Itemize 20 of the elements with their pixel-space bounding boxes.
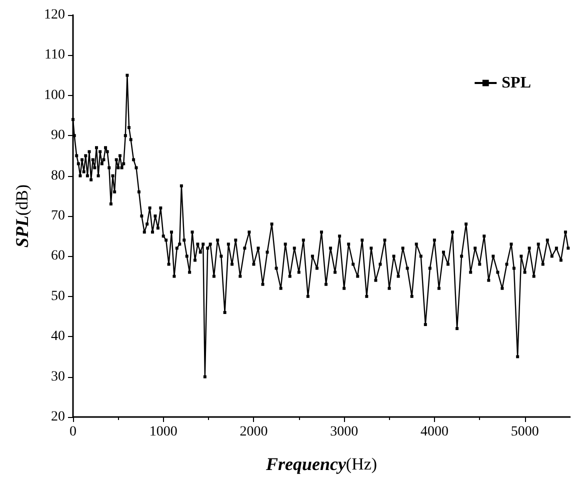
y-tick-label: 40: [51, 329, 65, 344]
y-tick-label: 100: [44, 88, 65, 103]
x-tick-label: 1000: [149, 424, 178, 440]
y-tick-label: 30: [51, 369, 65, 384]
y-tick-label: 60: [51, 248, 65, 264]
x-tick-label: 2000: [240, 424, 268, 440]
y-axis-title: SPL(dB): [12, 184, 32, 248]
y-tick-label: 90: [51, 128, 65, 144]
x-tick-label: 5000: [510, 424, 539, 440]
x-tick-label: 3000: [330, 424, 358, 440]
y-tick-label: 50: [51, 288, 65, 304]
y-tick-label: 80: [51, 168, 65, 184]
x-tick-label: 4000: [420, 424, 448, 440]
x-tick-label: 0: [70, 424, 76, 440]
y-tick-label: 20: [51, 410, 65, 424]
y-tick-label: 120: [44, 8, 65, 22]
legend-label: SPL: [502, 74, 531, 92]
x-axis-title: Frequency(Hz): [264, 454, 378, 474]
y-tick-label: 110: [44, 48, 65, 63]
y-tick-label: 70: [51, 208, 65, 224]
